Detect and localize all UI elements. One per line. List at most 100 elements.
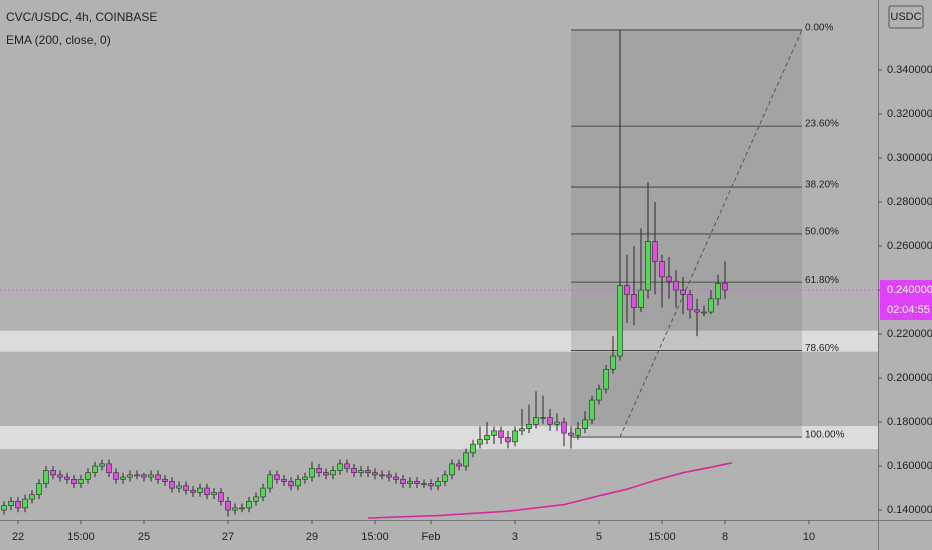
candle-body	[15, 500, 21, 509]
candle-body	[176, 485, 182, 489]
fib-label: 0.00%	[805, 23, 833, 34]
candle-body	[603, 368, 609, 390]
x-tick-label: 5	[596, 531, 602, 543]
candle-body	[204, 487, 210, 495]
fib-label: 38.20%	[805, 180, 839, 191]
candle-body	[85, 472, 91, 480]
candle-body	[505, 437, 511, 443]
zone	[0, 330, 878, 352]
candle-body	[260, 487, 266, 498]
candle-body	[470, 443, 476, 454]
candle-body	[288, 481, 294, 487]
candle-body	[708, 298, 714, 313]
candle-body	[64, 476, 70, 480]
y-tick-label: 0.160000	[887, 460, 932, 472]
candle-body	[645, 241, 651, 291]
candle-body	[561, 421, 567, 434]
currency-button[interactable]	[888, 5, 924, 29]
candle-body	[162, 478, 168, 482]
candle-body	[274, 474, 280, 480]
currency-label[interactable]: USDC	[890, 11, 921, 23]
fib-label: 61.80%	[805, 275, 839, 286]
chart-title: CVC/USDC, 4h, COINBASE	[6, 10, 157, 24]
candle-body	[519, 428, 525, 432]
candle-body	[589, 399, 595, 421]
y-tick-label: 0.320000	[887, 108, 932, 120]
candle-body	[358, 470, 364, 473]
last-price-tag	[880, 280, 932, 321]
candle-body	[141, 474, 147, 478]
x-tick-label: 10	[803, 531, 815, 543]
candle-body	[218, 492, 224, 502]
y-tick-label: 0.200000	[887, 372, 932, 384]
y-tick-label: 0.280000	[887, 196, 932, 208]
candle-body	[484, 434, 490, 440]
candle-body	[680, 289, 686, 295]
candle-body	[463, 452, 469, 467]
candle-body	[554, 421, 560, 425]
candle-body	[449, 463, 455, 476]
candle-body	[526, 423, 532, 429]
fib-trend	[619, 29, 803, 438]
x-tick-label: Feb	[422, 531, 441, 543]
candle-body	[253, 496, 259, 502]
x-tick-label: 27	[222, 531, 234, 543]
x-tick-label: 15:00	[648, 531, 676, 543]
candle-body	[610, 355, 616, 370]
candle-body	[78, 478, 84, 484]
candle-body	[617, 285, 623, 357]
candle-body	[1, 505, 7, 511]
x-tick-label: 15:00	[67, 531, 95, 543]
candle-body	[456, 463, 462, 467]
candle-body	[225, 500, 231, 511]
candle-body	[659, 261, 665, 278]
fib-label: 100.00%	[805, 430, 845, 441]
x-tick-label: 22	[12, 531, 24, 543]
pane: 0.00% 23.60% 38.20% 50.00% 61.80% 78.60% 100.0…	[0, 23, 878, 519]
candle-body	[372, 472, 378, 476]
candle-body	[421, 483, 427, 485]
candle-body	[596, 388, 602, 401]
candle-body	[715, 283, 721, 300]
candle-body	[281, 478, 287, 482]
candle-body	[407, 481, 413, 484]
candle-body	[638, 289, 644, 308]
countdown: 02:04:55	[887, 304, 930, 316]
candle-body	[57, 474, 63, 478]
zone	[0, 426, 878, 450]
candle-body	[323, 472, 329, 476]
candle-body	[624, 285, 630, 295]
y-tick-label: 0.220000	[887, 328, 932, 340]
candle-body	[582, 419, 588, 429]
y-tick-label: 0.140000	[887, 504, 932, 516]
candle-body	[120, 476, 126, 480]
candle-body	[22, 498, 28, 509]
candle-body	[316, 467, 322, 473]
candle-body	[414, 481, 420, 484]
candle-body	[330, 470, 336, 476]
candle-body	[50, 470, 56, 476]
candle-body	[344, 463, 350, 469]
candle-body	[99, 463, 105, 467]
candle-body	[197, 487, 203, 493]
candle-body	[337, 463, 343, 471]
candle-body	[148, 474, 154, 478]
candle-body	[575, 428, 581, 436]
candle-body	[155, 474, 161, 480]
candle-body	[568, 432, 574, 436]
y-tick-label: 0.180000	[887, 416, 932, 428]
candle-body	[43, 470, 49, 484]
candle-body	[309, 467, 315, 478]
candle-body	[400, 478, 406, 484]
candle-body	[211, 492, 217, 495]
candle-body	[190, 489, 196, 493]
candle-body	[113, 472, 119, 480]
candle-body	[232, 507, 238, 511]
candle-body	[673, 280, 679, 291]
candle-body	[267, 474, 273, 489]
candle-body	[722, 283, 728, 291]
candle-body	[512, 430, 518, 443]
candle-body	[547, 417, 553, 425]
